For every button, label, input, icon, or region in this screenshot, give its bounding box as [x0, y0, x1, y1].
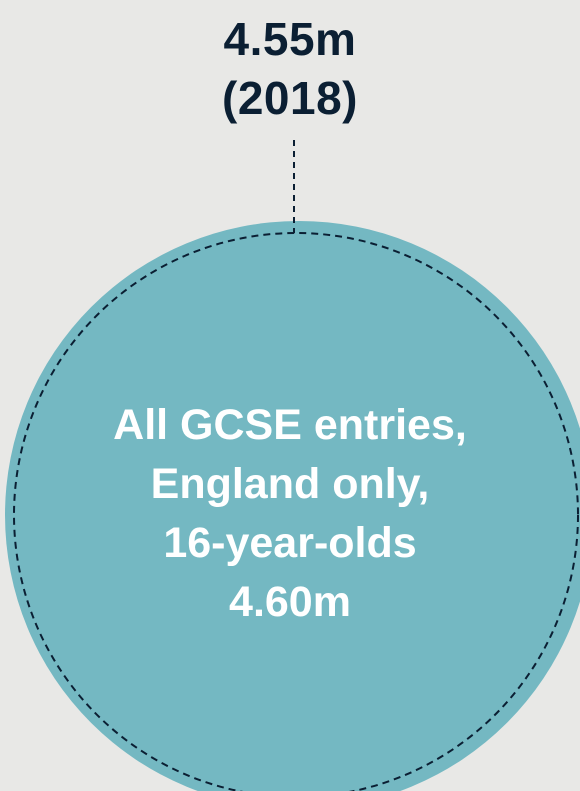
comparison-value: 4.55m — [223, 13, 357, 65]
main-circle-label: All GCSE entries, England only, 16-year-… — [60, 396, 520, 632]
main-circle-value: 4.60m — [229, 578, 351, 626]
circle-label-line-3: 16-year-olds — [163, 519, 417, 567]
comparison-dashed-circle — [13, 232, 579, 791]
circle-label-line-2: England only, — [150, 460, 430, 508]
comparison-year: (2018) — [222, 72, 358, 124]
main-filled-circle — [5, 221, 580, 791]
circle-label-line-1: All GCSE entries, — [113, 401, 467, 449]
comparison-value-label: 4.55m (2018) — [150, 10, 430, 128]
